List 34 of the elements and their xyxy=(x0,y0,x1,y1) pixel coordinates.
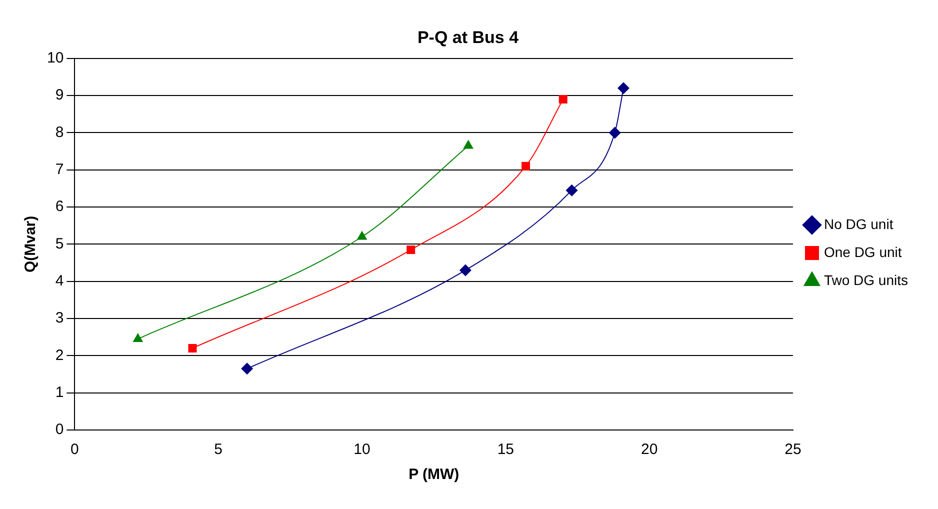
y-tick-label: 10 xyxy=(46,50,64,67)
y-tick-label: 2 xyxy=(55,346,64,364)
point xyxy=(566,184,578,196)
y-tick-label: 7 xyxy=(55,161,64,178)
x-tick-label: 25 xyxy=(784,441,802,458)
y-tick-label: 0 xyxy=(55,421,64,438)
y-tick-label: 5 xyxy=(55,235,64,252)
y-tick-label: 8 xyxy=(55,124,64,141)
chart-title: P-Q at Bus 4 xyxy=(417,28,520,47)
point xyxy=(459,264,472,276)
point xyxy=(617,82,630,94)
point xyxy=(241,362,254,375)
x-tick-label: 10 xyxy=(354,441,370,458)
y-tick-label: 3 xyxy=(55,310,64,327)
point xyxy=(188,344,197,352)
y-tick-label: 1 xyxy=(55,384,64,401)
point xyxy=(463,140,474,149)
legend-label: No DG unit xyxy=(824,216,894,232)
point xyxy=(522,162,530,170)
x-tick-label: 5 xyxy=(214,441,223,458)
y-axis-title: Q(Mvar) xyxy=(22,216,40,273)
y-tick-label: 6 xyxy=(55,198,64,216)
y-tick-label: 4 xyxy=(55,272,64,290)
point xyxy=(558,95,568,104)
point xyxy=(356,230,368,240)
point xyxy=(608,126,621,139)
point xyxy=(406,246,416,254)
legend-label: Two DG units xyxy=(824,272,908,288)
x-tick-label: 15 xyxy=(497,441,514,458)
y-tick-label: 9 xyxy=(55,86,64,104)
x-tick-label: 0 xyxy=(70,441,79,458)
x-tick-label: 20 xyxy=(640,441,658,458)
x-axis-title: P (MW) xyxy=(408,466,460,484)
legend-label: One DG unit xyxy=(824,244,902,260)
